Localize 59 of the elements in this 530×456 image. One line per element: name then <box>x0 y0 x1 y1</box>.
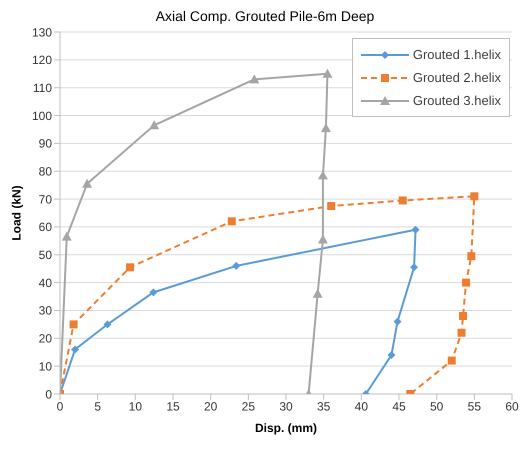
point <box>448 356 456 365</box>
y-tick-label: 20 <box>38 332 52 346</box>
y-tick-label: 90 <box>38 136 52 151</box>
point <box>70 320 78 328</box>
legend-label: Grouted 3.helix <box>412 93 501 108</box>
legend-label: Grouted 2.helix <box>412 70 501 85</box>
point <box>458 328 466 337</box>
y-tick-label: 50 <box>38 248 52 262</box>
point <box>228 217 236 226</box>
y-tick-label: 100 <box>32 108 52 123</box>
x-tick-label: 50 <box>430 400 444 414</box>
point <box>318 170 328 180</box>
y-tick-label: 120 <box>32 53 52 68</box>
x-tick-label: 45 <box>392 400 406 414</box>
x-tick-label: 60 <box>505 400 519 414</box>
x-tick-label: 10 <box>128 400 142 414</box>
point <box>327 202 336 210</box>
point <box>470 192 478 200</box>
point <box>459 312 468 320</box>
y-tick-label: 80 <box>38 164 52 178</box>
x-tick-label: 5 <box>94 400 102 414</box>
point <box>387 351 396 360</box>
point <box>232 262 240 270</box>
point <box>410 263 418 272</box>
point <box>62 232 72 241</box>
point <box>71 345 80 354</box>
point <box>126 263 134 272</box>
y-tick-label: 110 <box>32 80 52 95</box>
point <box>398 196 407 204</box>
x-tick-label: 0 <box>56 400 64 414</box>
legend-label: Grouted 1.helix <box>412 47 501 62</box>
point <box>312 288 323 298</box>
x-tick-label: 35 <box>316 400 331 414</box>
point <box>103 320 112 328</box>
point <box>249 74 260 84</box>
x-tick-label: 25 <box>242 400 256 414</box>
x-axis-title: Disp. (mm) <box>254 421 318 435</box>
y-tick-label: 40 <box>38 276 52 290</box>
y-tick-label: 30 <box>38 304 52 318</box>
y-tick-label: 0 <box>45 387 52 402</box>
point <box>467 252 476 260</box>
point <box>412 226 420 234</box>
y-tick-label: 130 <box>32 25 52 40</box>
point <box>462 278 470 287</box>
x-tick-label: 30 <box>279 400 293 414</box>
x-tick-label: 55 <box>468 400 482 414</box>
y-axis-title: Load (kN) <box>9 185 24 241</box>
chart-title: Axial Comp. Grouted Pile-6m Deep <box>154 8 376 24</box>
point <box>322 68 332 78</box>
y-tick-label: 60 <box>38 220 52 234</box>
x-tick-label: 20 <box>204 400 218 414</box>
x-tick-label: 40 <box>354 400 368 414</box>
point <box>149 288 158 296</box>
y-tick-label: 10 <box>38 359 52 374</box>
point <box>149 120 160 130</box>
y-tick-label: 70 <box>38 192 52 206</box>
point <box>82 178 92 188</box>
x-tick-label: 15 <box>166 400 180 414</box>
point <box>393 318 402 326</box>
